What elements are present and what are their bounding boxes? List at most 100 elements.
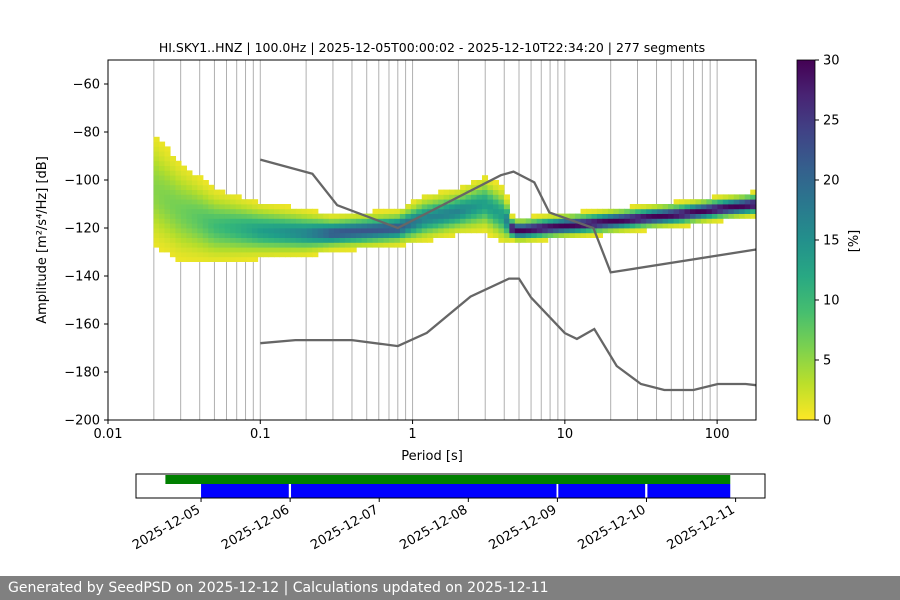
psd-cell (241, 247, 248, 253)
psd-cell (602, 213, 609, 219)
psd-cell (175, 175, 182, 181)
psd-cell (273, 223, 281, 229)
psd-cell (317, 232, 324, 238)
psd-cell (350, 213, 357, 219)
psd-cell (219, 218, 226, 224)
psd-cell (711, 218, 718, 224)
psd-cell (432, 204, 439, 210)
psd-cell (613, 213, 620, 219)
psd-cell (153, 156, 160, 162)
psd-cell (186, 237, 193, 243)
psd-cell (553, 223, 560, 229)
psd-cell (361, 237, 368, 243)
y-tick-label: −80 (73, 126, 100, 141)
psd-cell (367, 232, 374, 238)
psd-cell (728, 199, 735, 205)
psd-cell (164, 184, 171, 190)
psd-cell (230, 218, 237, 224)
psd-cell (257, 252, 264, 258)
psd-cell (607, 223, 614, 229)
psd-cell (432, 232, 439, 238)
psd-cell (531, 223, 538, 229)
footer-text: Generated by SeedPSD on 2025-12-12 | Cal… (8, 580, 549, 596)
psd-cell (273, 237, 281, 243)
psd-cell (246, 237, 253, 243)
psd-cell (295, 232, 302, 238)
psd-cell (750, 189, 757, 195)
psd-cell (388, 232, 396, 238)
psd-cell (252, 218, 259, 224)
psd-cell (257, 232, 264, 238)
psd-cell (722, 199, 729, 205)
psd-cell (339, 242, 346, 248)
psd-cell (252, 252, 259, 258)
psd-cell (350, 232, 357, 238)
psd-cell (635, 223, 642, 229)
psd-cell (219, 228, 226, 234)
psd-cell (591, 232, 598, 238)
psd-cell (717, 204, 724, 210)
psd-cell (449, 204, 456, 210)
psd-cell (169, 184, 177, 190)
psd-cell (235, 252, 242, 258)
psd-cell (191, 242, 198, 248)
psd-cell (536, 213, 543, 219)
psd-cell (169, 180, 177, 186)
psd-cell (569, 232, 576, 238)
psd-cell (159, 194, 166, 200)
psd-cell (235, 228, 242, 234)
psd-cell (268, 213, 275, 219)
psd-cell (197, 199, 204, 205)
psd-cell (476, 199, 483, 205)
psd-cell (175, 247, 182, 253)
psd-cell (476, 213, 483, 219)
y-tick-label: −160 (64, 318, 100, 333)
psd-cell (651, 204, 658, 210)
psd-cell (586, 213, 593, 219)
psd-cell (498, 232, 505, 238)
psd-cell (263, 232, 270, 238)
psd-cell (180, 175, 187, 181)
psd-cell (213, 252, 220, 258)
psd-cell (487, 208, 494, 214)
psd-cell (279, 218, 286, 224)
psd-cell (367, 223, 374, 229)
psd-cell (498, 204, 505, 210)
psd-cell (624, 213, 631, 219)
psd-cell (564, 213, 571, 219)
psd-cell (361, 232, 368, 238)
psd-cell (350, 228, 357, 234)
psd-cell (624, 218, 631, 224)
psd-cell (421, 208, 428, 214)
psd-cell (268, 247, 275, 253)
psd-cell (443, 228, 450, 234)
psd-cell (186, 208, 193, 214)
psd-cell (657, 204, 664, 210)
y-tick-label: −180 (64, 366, 100, 381)
psd-cell (640, 208, 647, 214)
psd-cell (159, 189, 166, 195)
psd-cell (312, 223, 319, 229)
psd-cell (471, 199, 478, 205)
psd-cell (312, 228, 319, 234)
psd-cell (153, 228, 160, 234)
psd-cell (202, 194, 209, 200)
psd-cell (695, 199, 702, 205)
psd-cell (717, 194, 724, 200)
colorbar-tick-label: 20 (823, 174, 840, 189)
psd-cell (432, 213, 439, 219)
psd-cell (312, 242, 319, 248)
psd-cell (383, 242, 390, 248)
psd-cell (241, 256, 248, 262)
psd-cell (241, 199, 248, 205)
psd-cell (460, 223, 467, 229)
psd-cell (213, 199, 220, 205)
timeline-date-label: 2025-12-07 (308, 502, 381, 553)
psd-cell (514, 228, 521, 234)
psd-cell (159, 160, 166, 166)
psd-cell (377, 232, 385, 238)
psd-cell (547, 228, 554, 234)
psd-cell (230, 199, 237, 205)
psd-cell (679, 218, 686, 224)
psd-cell (503, 237, 510, 243)
